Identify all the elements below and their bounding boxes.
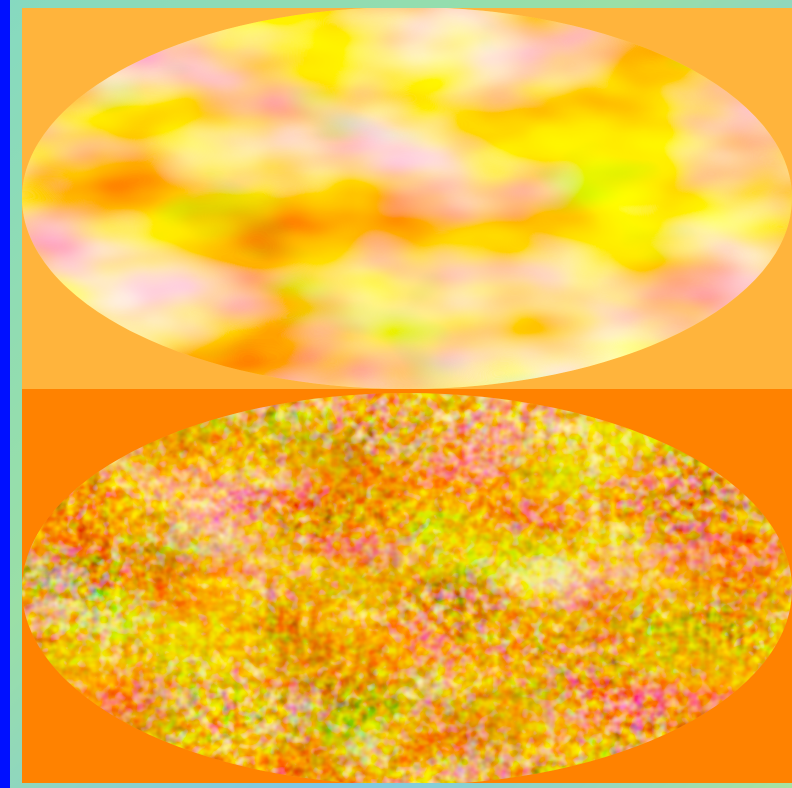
top-sky-map-svg (22, 8, 792, 389)
bottom-sky-map-panel (22, 389, 792, 783)
left-edge-bar (0, 0, 10, 788)
bottom-sky-map-svg (22, 389, 792, 783)
top-sky-map-panel (22, 8, 792, 389)
bottom-sky-map-ellipse (22, 393, 792, 783)
top-sky-map-ellipse (22, 8, 792, 389)
